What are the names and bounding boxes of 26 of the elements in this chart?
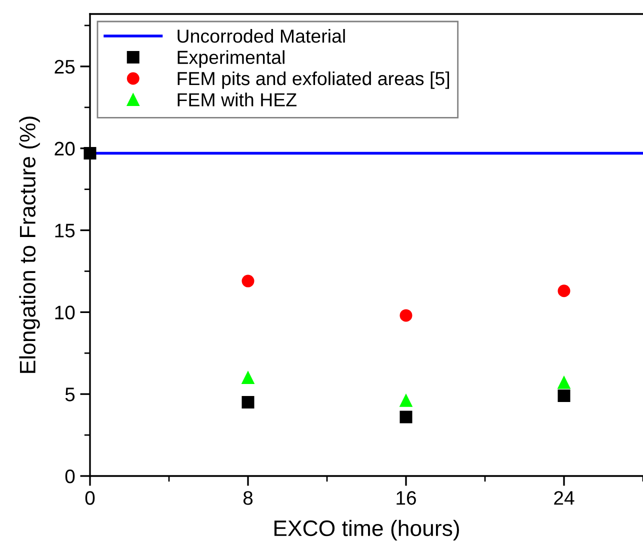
y-tick-label: 0	[65, 469, 75, 484]
legend-label: Experimental	[178, 50, 284, 68]
y-tick-label: 25	[54, 60, 75, 74]
point	[242, 396, 254, 409]
legend-label: FEM with HEZ	[178, 92, 297, 106]
x-tick-label: 16	[396, 491, 416, 505]
point	[558, 284, 570, 298]
legend-label: Uncorroded Material	[178, 29, 345, 43]
x-axis-title: EXCO time (hours)	[274, 520, 459, 541]
y-tick-label: 20	[54, 142, 75, 156]
legend-label: FEM pits and exfoliated areas [5]	[178, 71, 450, 89]
y-tick-label: 5	[65, 388, 75, 402]
point	[400, 394, 412, 407]
point	[558, 389, 570, 402]
x-tick-label: 8	[243, 491, 253, 505]
point	[400, 410, 412, 424]
point	[84, 147, 96, 160]
point	[242, 371, 254, 384]
y-tick-label: 15	[55, 224, 75, 238]
x-tick-label: 24	[554, 491, 574, 505]
x-tick-label: 0	[85, 491, 95, 505]
point	[400, 309, 412, 322]
y-axis-title: Elongation to Fracture (%)	[19, 116, 40, 373]
y-tick-label: 10	[55, 306, 75, 320]
point	[242, 274, 254, 288]
point	[558, 376, 570, 389]
